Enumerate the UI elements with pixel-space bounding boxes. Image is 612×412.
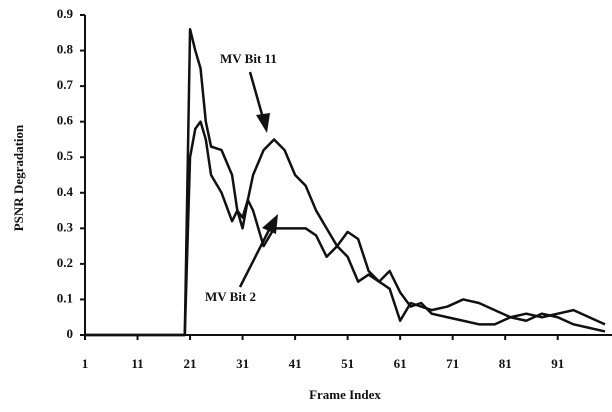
y-tick-label: 0.5: [57, 148, 74, 163]
x-axis-label: Frame Index: [309, 387, 381, 402]
x-tick-label: 21: [184, 356, 197, 371]
x-tick-label: 61: [394, 356, 407, 371]
y-tick-label: 0.1: [57, 290, 73, 305]
y-tick-label: 0.9: [57, 6, 74, 21]
x-tick-label: 41: [289, 356, 302, 371]
x-tick-label: 31: [236, 356, 249, 371]
line-series: [85, 27, 606, 337]
x-tick-label: 71: [446, 356, 459, 371]
y-tick-label: 0.4: [57, 184, 74, 199]
y-tick-label: 0.8: [57, 42, 74, 57]
y-tick-label: 0.3: [57, 219, 74, 234]
y-tick-label: 0.6: [57, 113, 74, 128]
line-series: [85, 120, 606, 337]
annotation: MV Bit 2: [205, 289, 256, 304]
y-tick-label: 0.2: [57, 255, 73, 270]
x-tick-label: 1: [82, 356, 89, 371]
y-tick-label: 0.7: [57, 77, 74, 92]
annotation: MV Bit 11: [220, 51, 277, 66]
y-tick-label: 0: [67, 326, 74, 341]
y-axis-label: PSNR Degradation: [11, 124, 26, 231]
arrow: [238, 71, 278, 288]
x-tick-label: 81: [499, 356, 512, 371]
x-tick-label: 51: [341, 356, 354, 371]
x-tick-label: 11: [131, 356, 143, 371]
x-tick-label: 91: [551, 356, 564, 371]
